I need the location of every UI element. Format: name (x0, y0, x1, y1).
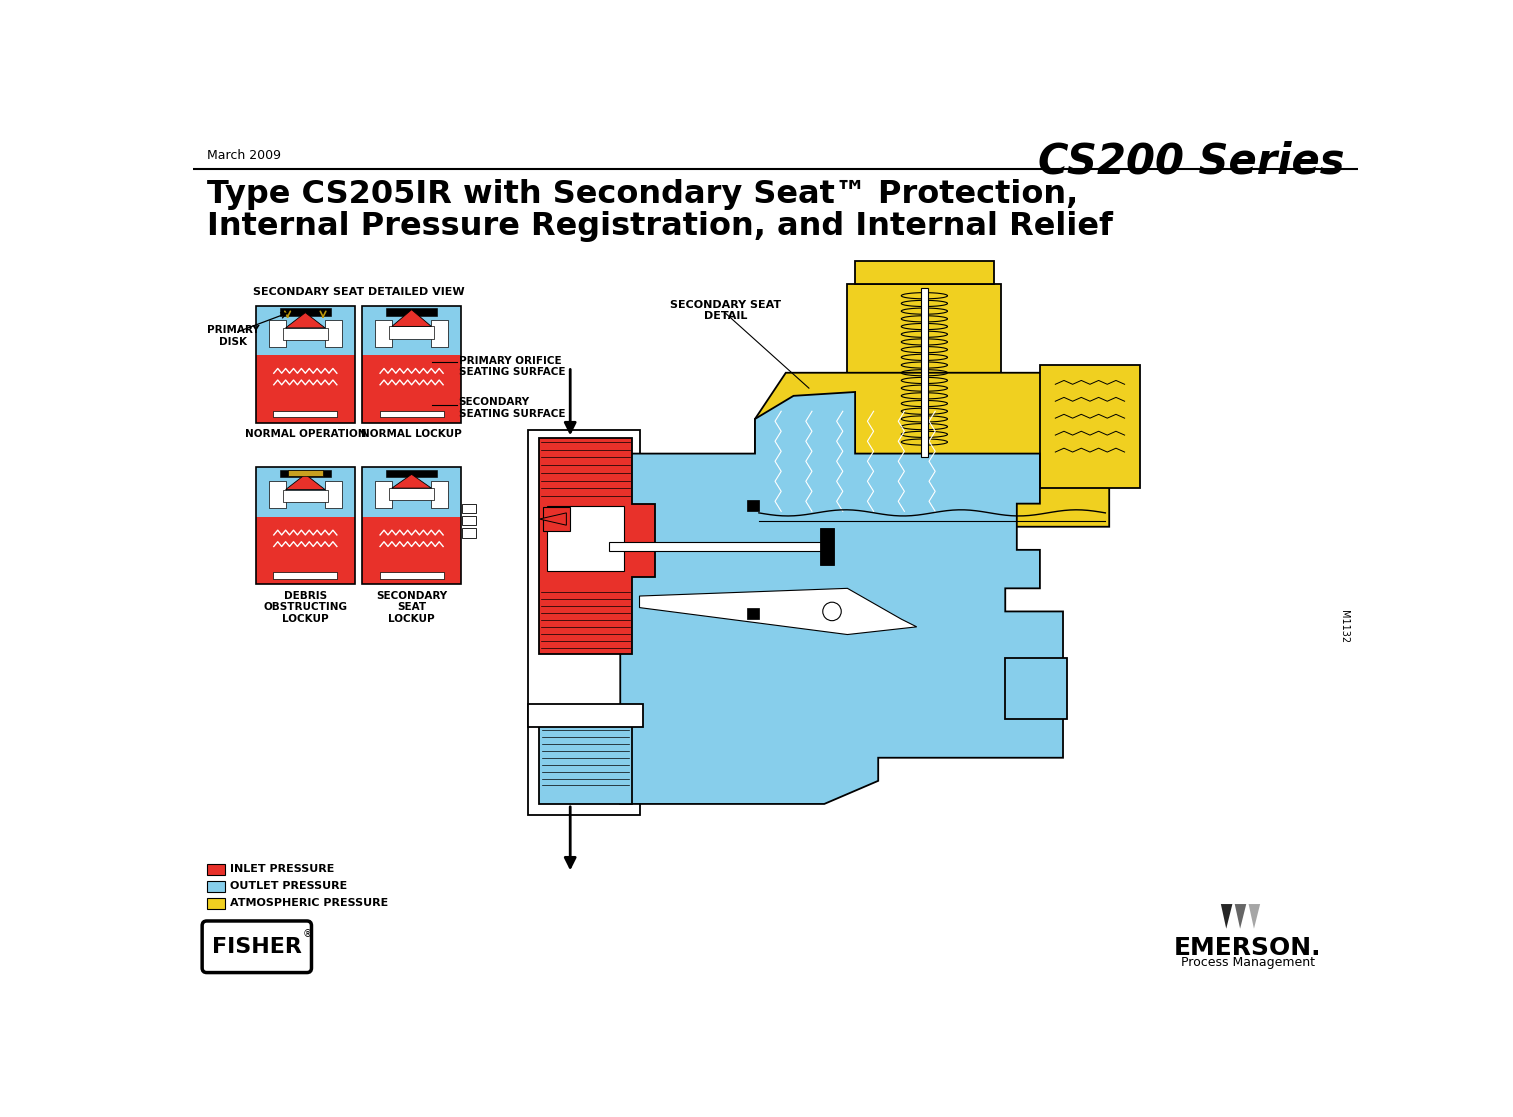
Polygon shape (392, 309, 431, 326)
Bar (431, 481, 448, 508)
Polygon shape (286, 313, 325, 328)
Bar (1039, 365, 1139, 488)
Bar (855, 261, 994, 284)
Text: INLET PRESSURE: INLET PRESSURE (230, 865, 334, 875)
Bar (256, 355, 354, 423)
Text: ATMOSPHERIC PRESSURE: ATMOSPHERIC PRESSURE (230, 898, 389, 908)
Bar (528, 430, 640, 815)
Bar (283, 489, 327, 502)
Text: PRIMARY
DISK: PRIMARY DISK (207, 325, 259, 346)
Bar (256, 306, 354, 355)
Bar (256, 516, 354, 584)
Bar (256, 467, 354, 516)
Bar (389, 326, 434, 338)
Bar (380, 411, 443, 417)
Bar (325, 319, 342, 346)
Bar (207, 881, 225, 891)
Polygon shape (1235, 904, 1247, 928)
Text: SECONDARY SEAT DETAILED VIEW: SECONDARY SEAT DETAILED VIEW (253, 286, 464, 296)
Text: PRIMARY ORIFICE
SEATING SURFACE: PRIMARY ORIFICE SEATING SURFACE (458, 356, 564, 378)
Text: FISHER: FISHER (212, 937, 301, 957)
Text: Type CS205IR with Secondary Seat™ Protection,: Type CS205IR with Secondary Seat™ Protec… (207, 179, 1079, 210)
Bar (207, 898, 225, 908)
Bar (274, 572, 337, 579)
Bar (274, 411, 337, 417)
Polygon shape (620, 392, 1064, 804)
Bar (362, 306, 461, 355)
Polygon shape (640, 589, 917, 634)
Circle shape (823, 602, 841, 621)
Bar (362, 516, 461, 584)
Polygon shape (540, 438, 655, 653)
Text: March 2009: March 2009 (207, 150, 281, 162)
Polygon shape (286, 475, 325, 489)
Bar (389, 488, 434, 500)
Bar (540, 719, 632, 804)
Bar (747, 499, 760, 512)
Bar (280, 470, 331, 477)
Text: M1132: M1132 (1339, 610, 1350, 643)
Polygon shape (1248, 904, 1260, 928)
Bar (256, 306, 354, 423)
Bar (325, 481, 342, 508)
Bar (386, 470, 437, 477)
Bar (287, 470, 322, 476)
Bar (747, 608, 760, 619)
Text: SECONDARY SEAT
DETAIL: SECONDARY SEAT DETAIL (670, 299, 781, 322)
Bar (207, 865, 225, 875)
Bar (362, 306, 461, 423)
Bar (269, 319, 286, 346)
Bar (362, 355, 461, 423)
Bar (528, 704, 643, 727)
Bar (375, 319, 392, 346)
Text: DEBRIS
OBSTRUCTING
LOCKUP: DEBRIS OBSTRUCTING LOCKUP (263, 591, 348, 624)
Text: Process Management: Process Management (1180, 956, 1315, 970)
Bar (362, 467, 461, 584)
Bar (543, 507, 570, 531)
Text: SECONDARY
SEAT
LOCKUP: SECONDARY SEAT LOCKUP (377, 591, 448, 624)
Bar (463, 504, 477, 513)
Bar (386, 308, 437, 316)
Bar (463, 528, 477, 537)
Polygon shape (820, 528, 834, 565)
Bar (380, 572, 443, 579)
Bar (283, 328, 327, 341)
Bar (847, 284, 1002, 461)
FancyBboxPatch shape (203, 922, 312, 973)
Polygon shape (1221, 904, 1233, 928)
Text: ®: ® (303, 928, 313, 938)
Bar (280, 308, 331, 316)
Text: OUTLET PRESSURE: OUTLET PRESSURE (230, 881, 346, 891)
Text: EMERSON.: EMERSON. (1174, 936, 1321, 961)
Bar (256, 467, 354, 584)
Polygon shape (540, 513, 566, 525)
Polygon shape (392, 475, 431, 488)
Polygon shape (755, 373, 1109, 527)
Bar (608, 542, 825, 552)
Text: NORMAL OPERATION: NORMAL OPERATION (245, 429, 366, 439)
Bar (1005, 658, 1067, 719)
Bar (463, 516, 477, 525)
Bar (548, 506, 623, 572)
Text: CS200 Series: CS200 Series (1038, 141, 1344, 182)
Bar (920, 288, 929, 458)
Text: SECONDARY
SEATING SURFACE: SECONDARY SEATING SURFACE (458, 398, 564, 419)
Text: NORMAL LOCKUP: NORMAL LOCKUP (362, 429, 461, 439)
Bar (431, 319, 448, 346)
Bar (362, 467, 461, 516)
Bar (269, 481, 286, 508)
Text: Internal Pressure Registration, and Internal Relief: Internal Pressure Registration, and Inte… (207, 211, 1112, 242)
Bar (375, 481, 392, 508)
